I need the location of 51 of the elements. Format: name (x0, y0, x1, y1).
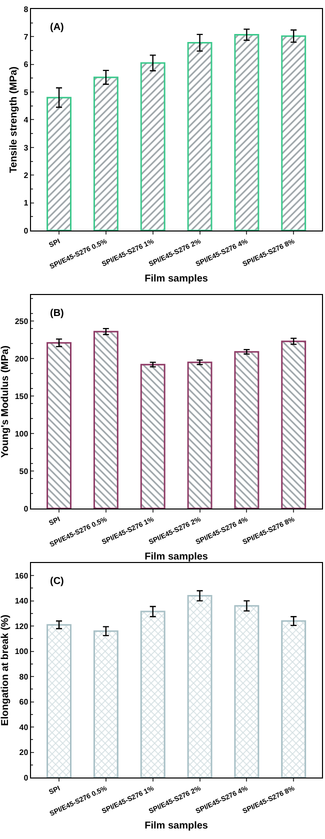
bar (46, 96, 72, 231)
bar (140, 62, 166, 231)
y-tick-label: 8 (24, 4, 29, 14)
bar (234, 34, 260, 231)
bar (140, 364, 166, 509)
y-tick-label: 1 (24, 198, 29, 208)
bar (234, 605, 260, 778)
y-tick-label: 140 (14, 596, 29, 606)
y-tick-label: 20 (19, 748, 29, 758)
y-tick-label: 200 (14, 354, 29, 364)
y-axis-title: Young's Modulus (MPa) (0, 346, 11, 458)
y-axis-title: Tensile strength (MPa) (8, 66, 20, 173)
y-axis-title: Elongation at break (%) (0, 614, 11, 726)
y-tick-label: 160 (14, 571, 29, 580)
bar (187, 595, 212, 778)
y-tick-label: 80 (19, 672, 29, 682)
text: (B) (50, 308, 64, 319)
y-tick-label: 40 (19, 722, 29, 732)
bar (46, 342, 72, 509)
y-tick-label: 6 (24, 60, 29, 70)
bar (281, 340, 306, 509)
text: (A) (50, 22, 64, 33)
bar (46, 624, 72, 778)
y-tick-label: 7 (24, 32, 29, 42)
y-tick-label: 120 (14, 622, 29, 631)
bar (140, 610, 166, 778)
y-tick-label: 3 (24, 143, 29, 152)
bar (93, 76, 118, 231)
bar (281, 35, 306, 231)
x-axis-title: Film samples (144, 820, 208, 832)
y-tick-label: 0 (24, 773, 29, 782)
bar (187, 362, 212, 509)
x-axis-title: Film samples (144, 273, 208, 284)
y-tick-label: 5 (24, 88, 29, 97)
y-tick-label: 0 (24, 226, 29, 236)
y-tick-label: 100 (14, 429, 29, 438)
y-tick-label: 60 (19, 698, 29, 707)
y-tick-label: 50 (19, 466, 29, 476)
bar (281, 620, 306, 778)
y-tick-label: 100 (14, 647, 29, 656)
y-tick-label: 2 (24, 170, 29, 180)
bar (93, 330, 118, 509)
y-tick-label: 0 (24, 504, 29, 514)
y-tick-label: 250 (14, 316, 29, 326)
y-tick-label: 4 (24, 116, 29, 125)
bar (187, 42, 212, 231)
bar (93, 630, 118, 778)
text: (C) (50, 576, 64, 587)
bar (234, 351, 260, 509)
y-tick-label: 150 (14, 392, 29, 401)
x-axis-title: Film samples (144, 551, 208, 562)
